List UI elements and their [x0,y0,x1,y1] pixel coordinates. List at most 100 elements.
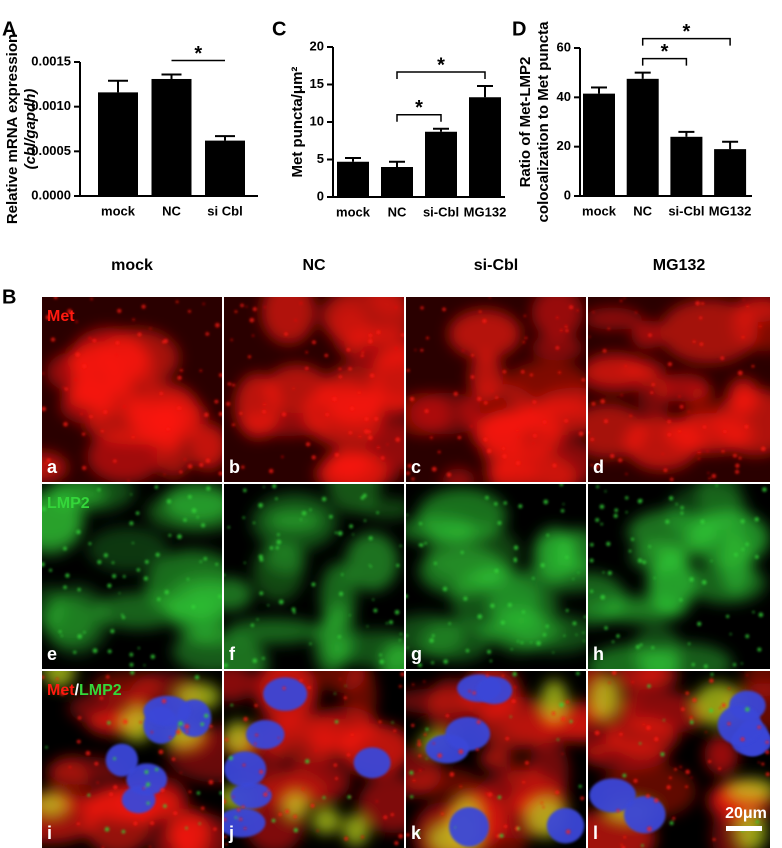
puncta [592,311,595,314]
cell-body [261,297,316,344]
puncta [583,640,585,642]
puncta [258,554,263,559]
puncta [667,362,672,367]
error-bar [108,79,128,93]
puncta [651,382,655,387]
cell-body [488,451,578,482]
puncta [412,779,416,782]
puncta [42,562,45,567]
speckles [406,484,586,668]
puncta [552,651,555,654]
puncta [209,724,213,728]
puncta [275,546,279,550]
puncta [726,614,730,618]
puncta [485,674,489,678]
puncta [486,448,492,454]
puncta [45,315,51,320]
puncta [335,777,338,780]
subpanel-label: j [228,823,234,843]
puncta [690,776,693,779]
puncta [219,791,222,795]
puncta [337,635,341,639]
puncta [63,585,67,589]
puncta [204,412,209,418]
nucleus [245,720,285,750]
significance-label: * [661,41,669,63]
puncta [395,347,398,350]
puncta [127,479,130,482]
puncta [224,817,227,822]
puncta [522,341,525,344]
puncta [762,487,767,492]
y-tick-label: 0 [317,188,324,203]
puncta [136,568,141,572]
puncta [400,333,404,337]
puncta [616,809,620,813]
puncta [60,634,63,637]
puncta [85,750,91,756]
puncta [679,765,682,769]
y-tick-label: 10 [310,113,324,128]
puncta [255,733,258,737]
puncta [545,624,549,628]
micrograph [406,484,586,669]
puncta [513,686,517,689]
nucleus [121,786,156,814]
puncta [505,736,510,741]
puncta [346,753,351,757]
puncta [242,516,245,519]
puncta [520,370,525,374]
puncta [478,310,482,313]
puncta [366,625,369,628]
significance-bracket [641,37,731,46]
puncta [621,845,626,848]
puncta [338,375,343,379]
row-label-part: Met [47,682,75,699]
puncta [620,843,623,846]
nucleus [589,778,636,813]
puncta [292,387,295,390]
puncta [431,661,434,665]
cell-body [529,738,569,807]
puncta [540,802,544,805]
puncta [406,368,410,372]
error-bar [161,73,182,79]
puncta [361,350,365,354]
puncta [708,759,712,764]
puncta [305,442,311,447]
puncta [143,664,146,667]
x-tick-label: si-Cbl [668,203,704,218]
puncta [542,806,545,809]
puncta [760,446,766,452]
row-label: Met [47,308,75,325]
puncta [241,465,245,469]
puncta [390,812,394,817]
puncta [425,757,428,760]
puncta [301,510,307,516]
puncta [559,484,564,487]
puncta [400,672,404,677]
scale-bar-label: 20μm [725,805,767,822]
puncta [572,621,577,626]
cell-body [442,468,475,482]
puncta [307,685,311,690]
puncta [524,336,528,340]
puncta [719,707,722,710]
puncta [674,767,678,771]
puncta [199,560,203,563]
cell-body [188,423,222,470]
cell-body [330,303,370,356]
puncta [699,342,704,346]
puncta [349,614,351,617]
row-label-part: LMP2 [47,495,90,512]
puncta [624,365,627,368]
puncta [566,829,571,834]
puncta [631,681,634,684]
puncta [745,707,750,712]
puncta [205,458,211,463]
puncta [315,749,317,752]
puncta [499,833,504,838]
puncta [252,521,256,525]
puncta [373,456,376,459]
puncta [510,648,513,651]
